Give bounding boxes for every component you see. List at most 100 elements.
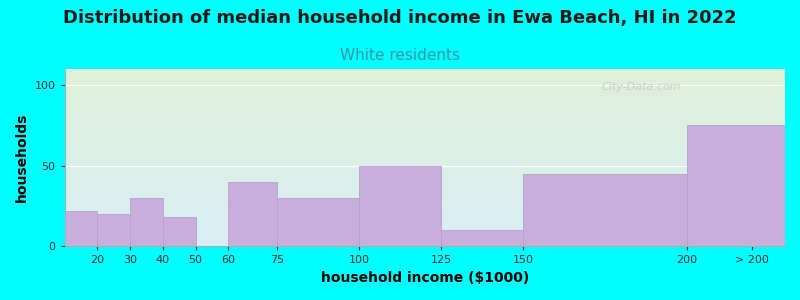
Bar — [65, 203, 785, 204]
Bar — [65, 233, 785, 234]
Bar — [163, 218, 195, 246]
Bar — [65, 201, 785, 202]
Bar — [65, 145, 785, 146]
Bar — [65, 150, 785, 151]
Bar — [65, 172, 785, 173]
Bar — [65, 166, 785, 167]
Bar — [65, 96, 785, 97]
Bar — [65, 146, 785, 147]
Bar — [65, 222, 785, 223]
Bar — [65, 185, 785, 186]
Bar — [65, 160, 785, 161]
Bar — [65, 163, 785, 164]
Bar — [65, 219, 785, 220]
Bar — [523, 174, 686, 246]
Bar — [65, 162, 785, 163]
Bar — [65, 221, 785, 222]
Bar — [65, 178, 785, 179]
Bar — [65, 94, 785, 95]
Bar — [65, 125, 785, 126]
Bar — [65, 78, 785, 79]
Text: White residents: White residents — [340, 48, 460, 63]
Bar — [65, 175, 785, 176]
Bar — [65, 156, 785, 157]
Bar — [65, 122, 785, 123]
Bar — [65, 93, 785, 94]
Bar — [65, 97, 785, 98]
Bar — [65, 241, 785, 242]
Bar — [65, 99, 785, 100]
Bar — [65, 195, 785, 196]
Bar — [65, 88, 785, 89]
Bar — [65, 207, 785, 208]
Bar — [65, 81, 785, 82]
Bar — [65, 189, 785, 190]
Bar — [65, 232, 785, 233]
Bar — [65, 87, 785, 88]
Y-axis label: households: households — [15, 113, 29, 202]
Bar — [65, 103, 785, 104]
Bar — [65, 144, 785, 145]
Bar — [65, 164, 785, 165]
Bar — [65, 92, 785, 93]
Bar — [65, 114, 785, 115]
X-axis label: household income ($1000): household income ($1000) — [321, 271, 529, 285]
Bar — [65, 187, 785, 188]
Bar — [65, 193, 785, 194]
Bar — [65, 244, 785, 245]
Bar — [65, 98, 785, 99]
Bar — [65, 76, 785, 77]
Bar — [65, 148, 785, 149]
Bar — [65, 105, 785, 106]
Bar — [65, 154, 785, 155]
Bar — [686, 125, 785, 246]
Bar — [65, 83, 785, 84]
Bar — [65, 126, 785, 127]
Bar — [65, 75, 785, 76]
Bar — [65, 155, 785, 156]
Bar — [65, 115, 785, 116]
Bar — [65, 199, 785, 200]
Bar — [65, 109, 785, 110]
Bar — [65, 170, 785, 171]
Bar — [65, 131, 785, 132]
Bar — [65, 95, 785, 96]
Bar — [65, 205, 785, 206]
Bar — [65, 179, 785, 180]
Bar — [65, 182, 785, 183]
Bar — [65, 91, 785, 92]
Bar — [65, 224, 785, 225]
Bar — [65, 82, 785, 83]
Bar — [65, 127, 785, 128]
Bar — [65, 132, 785, 133]
Bar — [65, 206, 785, 207]
Bar — [65, 181, 785, 182]
Bar — [65, 161, 785, 162]
Bar — [65, 225, 785, 226]
Bar — [65, 138, 785, 139]
Bar — [65, 80, 785, 81]
Bar — [65, 124, 785, 125]
Bar — [65, 90, 785, 91]
Text: City-Data.com: City-Data.com — [601, 82, 681, 92]
Bar — [65, 143, 785, 144]
Bar — [65, 200, 785, 201]
Bar — [65, 231, 785, 232]
Bar — [65, 216, 785, 217]
Bar — [65, 110, 785, 111]
Bar — [65, 196, 785, 197]
Bar — [65, 120, 785, 121]
Bar — [65, 139, 785, 140]
Text: Distribution of median household income in Ewa Beach, HI in 2022: Distribution of median household income … — [63, 9, 737, 27]
Bar — [65, 197, 785, 198]
Bar — [65, 226, 785, 227]
Bar — [65, 215, 785, 216]
Bar — [65, 223, 785, 224]
Bar — [65, 214, 785, 215]
Bar — [65, 186, 785, 187]
Bar — [65, 177, 785, 178]
Bar — [65, 101, 785, 102]
Bar — [65, 165, 785, 166]
Bar — [65, 239, 785, 240]
Bar — [65, 242, 785, 243]
